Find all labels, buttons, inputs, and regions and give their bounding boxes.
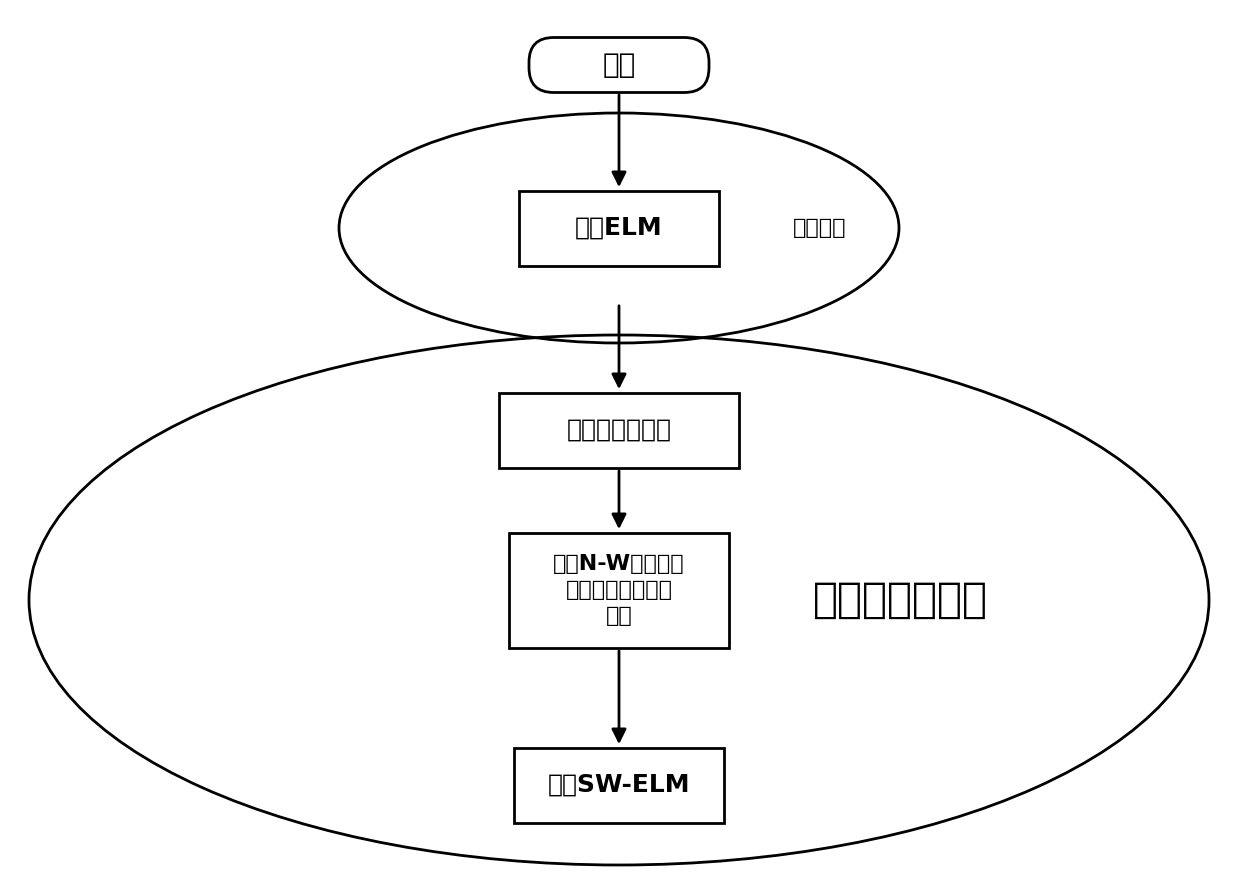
Text: 初始化小波参数: 初始化小波参数 [566, 418, 672, 442]
Bar [509, 532, 729, 647]
Text: 故障检测: 故障检测 [793, 218, 846, 238]
FancyBboxPatch shape [529, 37, 709, 93]
Text: 使用N-W方法初始
化输入权重和偏差
参数: 使用N-W方法初始 化输入权重和偏差 参数 [553, 554, 685, 626]
Bar [519, 191, 719, 266]
Text: 训练SW-ELM: 训练SW-ELM [548, 773, 690, 797]
Bar [514, 748, 724, 822]
Bar [499, 393, 738, 467]
Text: 开始: 开始 [602, 51, 636, 79]
Text: 故障分类与定位: 故障分类与定位 [813, 579, 987, 621]
Text: 训练ELM: 训练ELM [575, 216, 663, 240]
